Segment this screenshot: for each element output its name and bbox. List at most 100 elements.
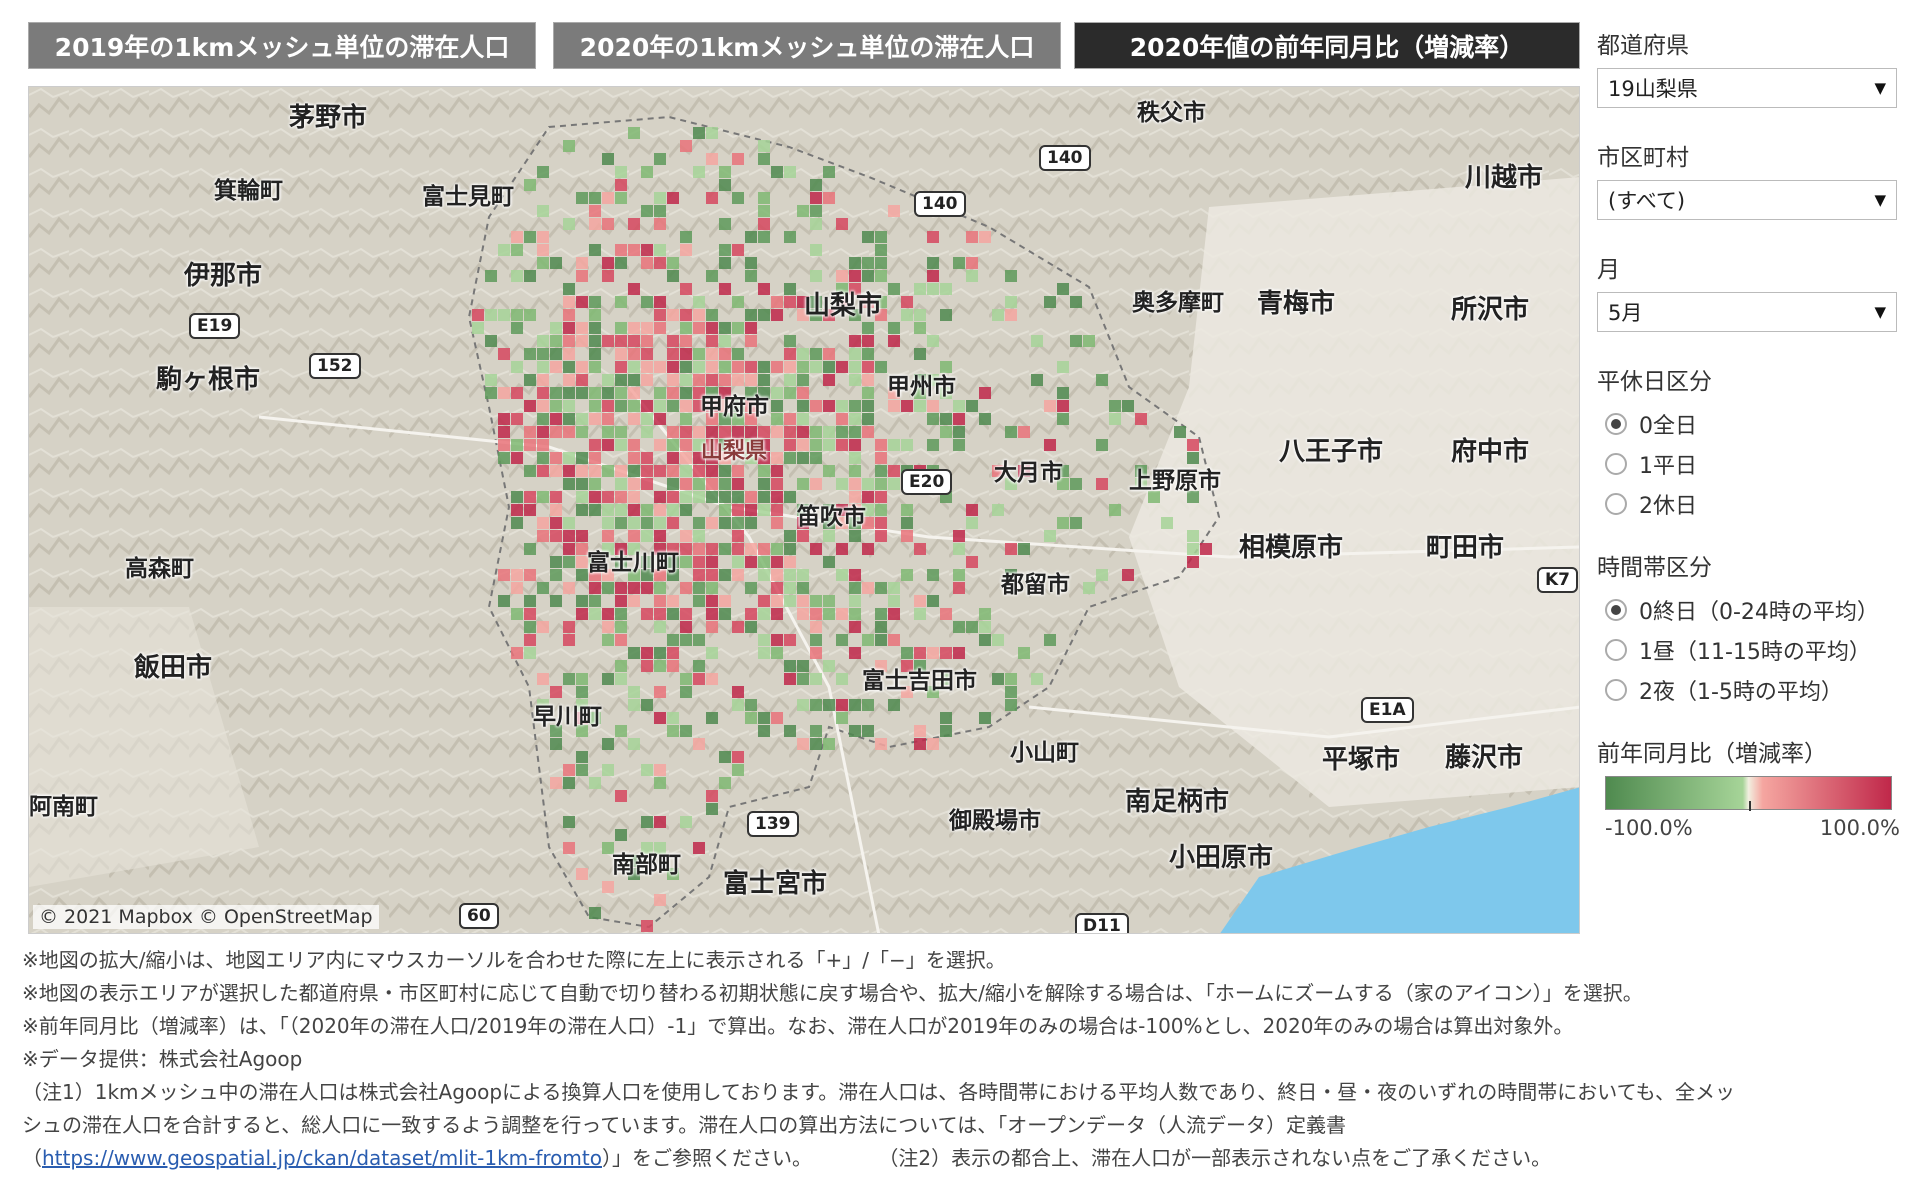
mesh-cell[interactable] [550, 257, 562, 269]
mesh-cell[interactable] [641, 608, 653, 620]
mesh-cell[interactable] [537, 621, 549, 633]
mesh-cell[interactable] [732, 530, 744, 542]
mesh-cell[interactable] [823, 608, 835, 620]
mesh-cell[interactable] [719, 244, 731, 256]
mesh-cell[interactable] [628, 647, 640, 659]
mesh-cell[interactable] [615, 361, 627, 373]
mesh-cell[interactable] [706, 361, 718, 373]
mesh-cell[interactable] [654, 842, 666, 854]
mesh-cell[interactable] [667, 504, 679, 516]
mesh-cell[interactable] [628, 400, 640, 412]
mesh-cell[interactable] [784, 166, 796, 178]
mesh-cell[interactable] [810, 634, 822, 646]
mesh-cell[interactable] [953, 569, 965, 581]
mesh-cell[interactable] [602, 608, 614, 620]
mesh-cell[interactable] [589, 439, 601, 451]
mesh-cell[interactable] [654, 296, 666, 308]
mesh-cell[interactable] [901, 504, 913, 516]
mesh-cell[interactable] [732, 465, 744, 477]
mesh-cell[interactable] [914, 738, 926, 750]
mesh-cell[interactable] [862, 361, 874, 373]
mesh-cell[interactable] [810, 361, 822, 373]
mesh-cell[interactable] [758, 452, 770, 464]
mesh-cell[interactable] [602, 634, 614, 646]
mesh-cell[interactable] [784, 335, 796, 347]
mesh-cell[interactable] [511, 244, 523, 256]
mesh-cell[interactable] [914, 374, 926, 386]
mesh-cell[interactable] [641, 452, 653, 464]
mesh-cell[interactable] [654, 686, 666, 698]
mesh-cell[interactable] [615, 673, 627, 685]
mesh-cell[interactable] [732, 374, 744, 386]
mesh-cell[interactable] [823, 504, 835, 516]
mesh-cell[interactable] [576, 335, 588, 347]
mesh-cell[interactable] [758, 608, 770, 620]
mesh-cell[interactable] [615, 582, 627, 594]
mesh-cell[interactable] [732, 478, 744, 490]
mesh-cell[interactable] [771, 634, 783, 646]
mesh-cell[interactable] [628, 686, 640, 698]
mesh-cell[interactable] [849, 491, 861, 503]
mesh-cell[interactable] [680, 413, 692, 425]
mesh-cell[interactable] [1200, 543, 1212, 555]
mesh-cell[interactable] [615, 244, 627, 256]
mesh-cell[interactable] [823, 309, 835, 321]
mesh-cell[interactable] [1096, 374, 1108, 386]
mesh-cell[interactable] [758, 283, 770, 295]
mesh-cell[interactable] [901, 647, 913, 659]
mesh-cell[interactable] [667, 608, 679, 620]
mesh-cell[interactable] [524, 400, 536, 412]
mesh-cell[interactable] [862, 270, 874, 282]
mesh-cell[interactable] [615, 439, 627, 451]
mesh-cell[interactable] [914, 283, 926, 295]
mesh-cell[interactable] [771, 387, 783, 399]
mesh-cell[interactable] [654, 517, 666, 529]
mesh-cell[interactable] [563, 387, 575, 399]
mesh-cell[interactable] [589, 192, 601, 204]
mesh-cell[interactable] [524, 374, 536, 386]
mesh-cell[interactable] [524, 426, 536, 438]
mesh-cell[interactable] [693, 309, 705, 321]
mesh-cell[interactable] [745, 374, 757, 386]
mesh-cell[interactable] [641, 478, 653, 490]
mesh-cell[interactable] [563, 530, 575, 542]
mesh-cell[interactable] [680, 322, 692, 334]
mesh-cell[interactable] [745, 361, 757, 373]
mesh-cell[interactable] [888, 699, 900, 711]
mesh-cell[interactable] [576, 543, 588, 555]
mesh-cell[interactable] [719, 374, 731, 386]
mesh-cell[interactable] [563, 218, 575, 230]
mesh-cell[interactable] [667, 374, 679, 386]
mesh-cell[interactable] [1044, 530, 1056, 542]
mesh-cell[interactable] [550, 595, 562, 607]
mesh-cell[interactable] [901, 660, 913, 672]
mesh-cell[interactable] [654, 257, 666, 269]
mesh-cell[interactable] [680, 374, 692, 386]
mesh-cell[interactable] [680, 231, 692, 243]
mesh-cell[interactable] [537, 439, 549, 451]
mesh-cell[interactable] [524, 647, 536, 659]
mesh-cell[interactable] [680, 335, 692, 347]
mesh-cell[interactable] [589, 244, 601, 256]
mesh-cell[interactable] [888, 400, 900, 412]
mesh-cell[interactable] [862, 699, 874, 711]
mesh-cell[interactable] [693, 491, 705, 503]
mesh-cell[interactable] [563, 426, 575, 438]
mesh-cell[interactable] [641, 582, 653, 594]
mesh-cell[interactable] [953, 530, 965, 542]
mesh-cell[interactable] [719, 478, 731, 490]
mesh-cell[interactable] [576, 452, 588, 464]
mesh-cell[interactable] [1005, 686, 1017, 698]
mesh-cell[interactable] [628, 595, 640, 607]
mesh-cell[interactable] [849, 257, 861, 269]
mesh-cell[interactable] [706, 608, 718, 620]
mesh-cell[interactable] [628, 738, 640, 750]
mesh-cell[interactable] [693, 517, 705, 529]
mesh-cell[interactable] [589, 309, 601, 321]
mesh-cell[interactable] [719, 348, 731, 360]
radio-timeband-day[interactable]: 1昼（11-15時の平均） [1597, 630, 1897, 670]
mesh-cell[interactable] [511, 361, 523, 373]
mesh-cell[interactable] [667, 257, 679, 269]
mesh-cell[interactable] [706, 270, 718, 282]
mesh-cell[interactable] [654, 582, 666, 594]
